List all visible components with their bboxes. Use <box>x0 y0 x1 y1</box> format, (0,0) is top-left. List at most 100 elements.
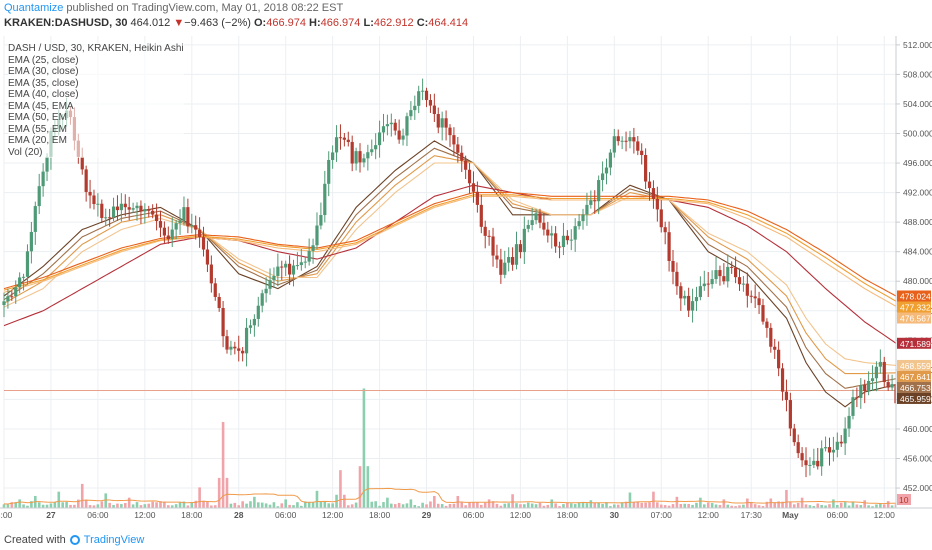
candle-body <box>460 152 464 161</box>
legend-ema-55[interactable]: EMA (55, EM <box>8 123 184 135</box>
volume-bar <box>487 499 491 508</box>
volume-bar <box>268 504 272 508</box>
candle-body <box>546 229 550 236</box>
candle-body <box>808 464 812 466</box>
volume-bar <box>620 502 624 508</box>
candle-body <box>542 222 546 230</box>
tradingview-link[interactable]: TradingView <box>83 534 145 546</box>
volume-bar <box>804 504 808 508</box>
candle-body <box>123 203 127 208</box>
candle-body <box>722 276 726 282</box>
time-tick-label: 12:00 <box>510 510 532 520</box>
candle-body <box>530 220 534 225</box>
candle-body <box>377 132 382 146</box>
candle-body <box>108 217 112 219</box>
volume-bar <box>476 502 479 508</box>
legend-ema-35[interactable]: EMA (35, close) <box>8 77 184 89</box>
time-tick-label: 06:00 <box>463 510 485 520</box>
volume-bar <box>378 505 381 508</box>
volume-bar <box>210 505 213 508</box>
author-link[interactable]: Quantamize <box>4 2 64 14</box>
volume-bar <box>581 501 585 508</box>
volume-bar <box>96 504 100 508</box>
volume-bar <box>812 505 816 508</box>
candle-body <box>585 204 589 215</box>
candle-body <box>777 349 781 369</box>
time-tick-label: 12:00 <box>874 510 896 520</box>
candle-body <box>119 203 123 211</box>
volume-bar <box>753 504 757 508</box>
candle-body <box>522 228 526 253</box>
candle-body <box>436 114 440 128</box>
legend-ema-50[interactable]: EMA (50, EM <box>8 112 184 124</box>
volume-bar <box>613 504 616 508</box>
volume-bar <box>832 499 835 508</box>
candle-body <box>687 295 691 311</box>
volume-bar <box>413 504 417 508</box>
candle-body <box>710 279 714 285</box>
candle-body <box>299 262 303 266</box>
volume-bar <box>726 504 730 508</box>
volume-bar <box>558 506 561 508</box>
volume-bar <box>526 502 530 508</box>
volume-bar <box>843 502 847 508</box>
legend-main-series[interactable]: DASH / USD, 30, KRAKEN, Heikin Ashi <box>8 43 184 55</box>
candle-body <box>45 156 49 172</box>
symbol-header: KRAKEN:DASHUSD, 30 464.012 ▼−9.463 (−2%)… <box>4 17 468 29</box>
candle-body <box>381 126 386 133</box>
candle-body <box>385 124 390 127</box>
volume-bar <box>366 466 370 508</box>
candle-body <box>205 249 210 265</box>
candle-body <box>6 296 10 302</box>
candle-body <box>827 447 832 453</box>
volume-bar <box>886 501 890 508</box>
volume-bar <box>820 504 823 508</box>
price-label-box <box>897 312 931 324</box>
volume-bar <box>511 494 514 508</box>
candle-body <box>135 205 139 209</box>
candle-body <box>213 283 217 297</box>
candle-body <box>667 232 671 261</box>
candle-body <box>573 226 577 240</box>
time-tick-label: 06:00 <box>275 510 297 520</box>
candle-body <box>467 169 472 184</box>
candle-body <box>448 127 452 136</box>
candle-body <box>804 460 808 466</box>
legend-ema-30[interactable]: EMA (30, close) <box>8 66 184 78</box>
legend-volume[interactable]: Vol (20) <box>8 146 184 158</box>
candle-body <box>690 301 695 311</box>
candle-body <box>401 135 405 140</box>
volume-bar <box>624 501 628 508</box>
volume-bar <box>256 502 260 508</box>
candle-body <box>886 382 890 388</box>
time-tick-label: 8:00 <box>0 510 13 520</box>
candle-body <box>37 186 41 207</box>
legend-ema-25[interactable]: EMA (25, close) <box>8 54 184 66</box>
candle-body <box>237 348 241 351</box>
volume-bar <box>84 499 88 508</box>
candle-body <box>338 137 343 139</box>
volume-bar <box>828 504 831 508</box>
legend-ema-20[interactable]: EMA (20, EM <box>8 135 184 147</box>
price-label-text: 466.753 <box>900 383 931 393</box>
volume-bar <box>374 501 377 508</box>
low-label: L: <box>363 17 374 29</box>
candle-body <box>389 122 393 125</box>
volume-bar <box>761 506 765 508</box>
volume-bar <box>390 503 393 508</box>
price-tick-label: 512.000 <box>903 40 932 50</box>
candle-body <box>706 283 710 285</box>
candle-body <box>115 206 120 211</box>
legend-ema-45[interactable]: EMA (45, EMA <box>8 100 184 112</box>
volume-bar <box>30 501 33 508</box>
volume-bar <box>882 504 886 508</box>
volume-bar <box>616 504 620 508</box>
volume-bar <box>143 504 147 508</box>
volume-bar <box>147 503 151 508</box>
price-tick-label: 492.000 <box>903 188 932 198</box>
legend-ema-40[interactable]: EMA (40, close) <box>8 89 184 101</box>
volume-bar <box>789 501 792 508</box>
volume-bar <box>433 495 436 508</box>
volume-bar <box>190 502 194 508</box>
